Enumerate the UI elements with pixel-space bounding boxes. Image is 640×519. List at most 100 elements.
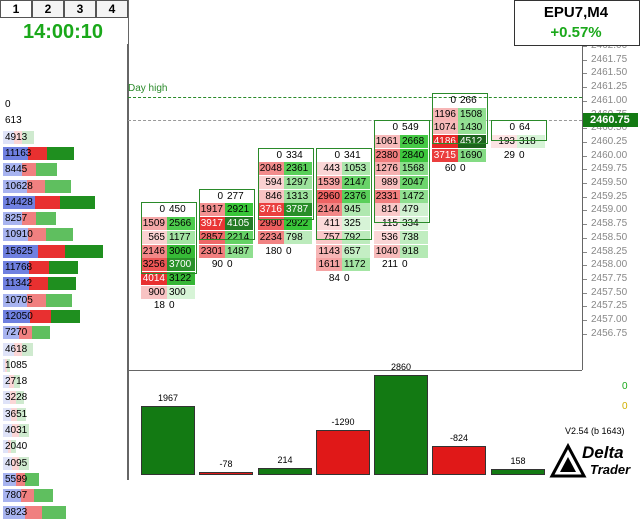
- volume-profile-bar: [3, 228, 28, 242]
- volume-profile-bar: [29, 277, 48, 291]
- volume-profile-bar: [49, 261, 78, 274]
- volume-profile-row: 11768: [0, 261, 127, 274]
- footprint-ask-cell: 1430: [458, 121, 486, 135]
- volume-profile-row: 12050: [0, 309, 127, 323]
- footprint-ask-value: 0: [344, 272, 350, 284]
- volume-profile-value: 4095: [5, 457, 28, 469]
- footprint-bid-value: 84: [328, 272, 340, 284]
- footprint-ask-value: 1568: [402, 163, 425, 175]
- tab-1[interactable]: 1: [0, 0, 32, 18]
- delta-bar-label: 2860: [390, 362, 412, 372]
- footprint-bid-cell: 2234: [258, 230, 284, 244]
- footprint-bid-value: 0: [334, 149, 340, 161]
- volume-profile-bar: [3, 407, 11, 421]
- volume-profile-value: 7270: [5, 327, 28, 339]
- footprint-bid-cell: 814: [374, 203, 400, 217]
- volume-profile-bar: [60, 195, 95, 209]
- day-high-label: Day high: [128, 83, 168, 94]
- footprint-ask-value: 2361: [286, 163, 309, 175]
- volume-profile-row: 9823: [0, 505, 127, 519]
- volume-profile-row: 8257: [0, 212, 127, 226]
- footprint-bid-cell: 1074: [432, 121, 458, 135]
- footprint-bid-value: 3256: [142, 259, 165, 271]
- footprint-ask-value: 0: [460, 163, 466, 175]
- volume-profile-bar: [22, 342, 33, 356]
- footprint-bid-cell: 2144: [316, 203, 342, 217]
- footprint-ask-value: 334: [286, 149, 303, 161]
- footprint-bid-cell: 84: [316, 272, 342, 285]
- volume-profile-row: 8445: [0, 163, 127, 177]
- footprint-ask-cell: 479: [400, 203, 428, 217]
- footprint-ask-cell: 325: [342, 217, 370, 231]
- footprint-ask-cell: 334: [400, 217, 428, 231]
- delta-bar: [258, 468, 312, 475]
- footprint-ask-cell: 2921: [225, 203, 253, 217]
- volume-profile-row: 10705: [0, 293, 127, 307]
- volume-profile-bar: [9, 375, 14, 389]
- footprint-bid-value: 1143: [318, 245, 340, 257]
- volume-profile-bar: [3, 261, 29, 274]
- delta-readout-green: 0: [622, 381, 628, 392]
- price-tick-label: 2461.00: [591, 94, 628, 106]
- footprint-ask-cell: 318: [517, 134, 545, 148]
- current-price-line: [128, 120, 582, 121]
- volume-profile-value: 15625: [5, 245, 33, 257]
- volume-profile-row: 3651: [0, 407, 127, 421]
- footprint-bid-cell: 2990: [258, 217, 284, 231]
- footprint-ask-cell: 1472: [400, 189, 428, 203]
- footprint-bid-value: 1509: [142, 218, 165, 230]
- volume-profile-value: 11768: [5, 262, 33, 273]
- volume-profile-bar: [30, 309, 51, 323]
- price-tick-label: 2458.25: [591, 245, 628, 257]
- footprint-bid-cell: 2857: [199, 230, 225, 244]
- volume-profile-bar: [22, 130, 34, 144]
- footprint-ask-value: 0: [169, 300, 175, 312]
- volume-profile-value: 3228: [5, 392, 28, 404]
- volume-profile-row: 15625: [0, 244, 127, 258]
- footprint-bid-cell: 3917: [199, 217, 225, 231]
- price-axis[interactable]: 2462.002461.752461.502461.252461.002460.…: [582, 0, 640, 370]
- footprint-bid-cell: 757: [316, 230, 342, 244]
- volume-profile-row: 613: [0, 114, 127, 127]
- footprint-ask-cell: 2047: [400, 176, 428, 189]
- tab-2[interactable]: 2: [32, 0, 64, 18]
- version-label: V2.54 (b 1643): [565, 426, 625, 436]
- symbol-label: EPU7,M4: [543, 4, 609, 21]
- delta-bar-label: 158: [510, 456, 526, 466]
- footprint-bid-cell: 1539: [316, 176, 342, 189]
- footprint-bid-cell: 411: [316, 217, 342, 231]
- volume-profile-row: 7807: [0, 489, 127, 503]
- tab-4[interactable]: 4: [96, 0, 128, 18]
- volume-profile-row: 5599: [0, 472, 127, 486]
- volume-profile-row: 4031: [0, 424, 127, 437]
- volume-profile-bar: [38, 244, 65, 258]
- delta-trader-logo: Delta Trader: [548, 442, 638, 478]
- volume-profile-bar: [46, 228, 73, 242]
- footprint-bid-value: 443: [323, 163, 340, 175]
- volume-profile-value: 11163: [5, 147, 32, 159]
- volume-profile-bar: [3, 130, 14, 144]
- volume-profile-value: 10628: [5, 180, 33, 192]
- footprint-bid-cell: 1509: [141, 217, 167, 231]
- volume-profile-value: 613: [5, 115, 22, 127]
- footprint-bid-value: 211: [382, 259, 398, 271]
- footprint-ask-cell: 918: [400, 244, 428, 258]
- footprint-bid-value: 2960: [317, 190, 340, 202]
- footprint-bid-value: 0: [392, 122, 398, 134]
- logo-triangle-icon: [549, 442, 587, 478]
- footprint-bid-value: 2380: [375, 149, 398, 161]
- volume-profile-row: 1085: [0, 358, 127, 372]
- footprint-ask-value: 3060: [169, 245, 192, 257]
- footprint-bid-value: 989: [381, 177, 398, 188]
- volume-profile-bar: [14, 130, 22, 144]
- tab-3[interactable]: 3: [64, 0, 96, 18]
- delta-bar-label: -78: [219, 459, 233, 469]
- footprint-ask-value: 318: [519, 135, 536, 147]
- footprint-bid-value: 1611: [318, 259, 340, 271]
- footprint-ask-cell: 1508: [458, 107, 486, 121]
- footprint-ask-cell: 334: [284, 149, 312, 162]
- footprint-bid-value: 4014: [142, 272, 165, 284]
- footprint-bid-cell: 1143: [316, 244, 342, 258]
- footprint-ask-value: 1313: [286, 190, 309, 202]
- volume-profile-value: 12050: [5, 310, 33, 322]
